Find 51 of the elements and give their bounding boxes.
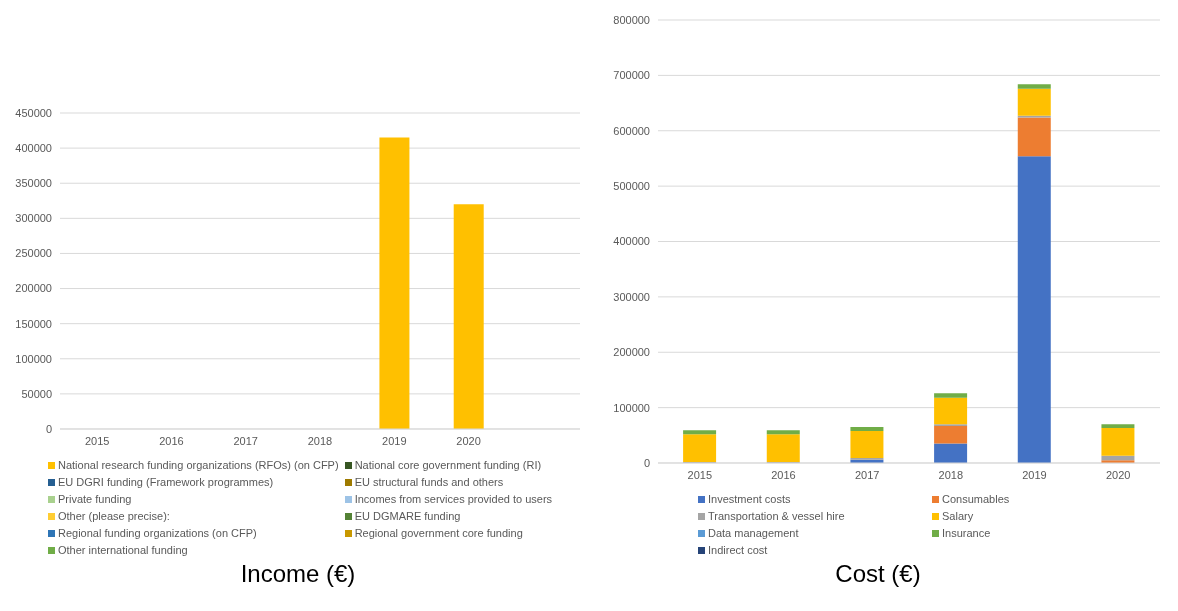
x-tick-label: 2015 [84, 434, 110, 447]
x-tick-label: 2019 [1022, 468, 1047, 481]
text: Income (€) [239, 560, 357, 588]
legend-label: EU structural funds and others [354, 476, 504, 488]
legend-label: National research funding organizations (RFOs) (on CFP) [58, 459, 339, 471]
y-tick-label: 450000 [15, 106, 52, 119]
y-tick-label: 400000 [613, 235, 650, 248]
y-tick-label: 0 [45, 422, 52, 435]
y-tick-label: 500000 [613, 180, 650, 193]
legend-label: EU DGRI funding (Framework programmes) [58, 476, 274, 488]
legend-label: Regional government core funding [354, 527, 523, 539]
legend-label: National core government funding (RI) [354, 459, 542, 471]
x-tick-label: 2018 [938, 468, 964, 481]
x-tick-label: 2015 [687, 468, 713, 481]
legend-label: Private funding [58, 493, 132, 505]
legend-label: Other international funding [58, 544, 188, 556]
y-tick-label: 300000 [613, 290, 650, 303]
x-tick-label: 2018 [307, 434, 333, 447]
x-tick-label: 2017 [854, 468, 880, 481]
text: Cost (€) [834, 560, 922, 588]
y-tick-label: 50000 [21, 387, 52, 400]
y-tick-label: 600000 [613, 124, 650, 137]
legend-label: Other (please precise): [58, 510, 170, 522]
legend-label: EU DGMARE funding [354, 510, 461, 522]
legend-label: Transportation & vessel hire [708, 510, 845, 522]
y-tick-label: 350000 [15, 177, 52, 190]
y-tick-label: 150000 [15, 317, 52, 330]
y-tick-label: 200000 [613, 346, 650, 359]
y-tick-label: 100000 [613, 401, 650, 414]
legend-label: Indirect cost [708, 544, 768, 556]
x-tick-label: 2016 [159, 434, 184, 447]
legend-label: Regional funding organizations (on CFP) [58, 527, 257, 539]
x-tick-label: 2020 [1105, 468, 1131, 481]
y-tick-label: 300000 [15, 212, 52, 225]
y-tick-label: 700000 [613, 69, 650, 82]
y-tick-label: 250000 [15, 247, 52, 260]
y-tick-label: 200000 [15, 282, 52, 295]
x-tick-label: 2016 [771, 468, 796, 481]
x-tick-label: 2020 [456, 434, 481, 447]
x-tick-label: 2017 [233, 434, 258, 447]
x-tick-label: 2019 [382, 434, 407, 447]
y-tick-label: 100000 [15, 352, 52, 365]
legend-label: Investment costs [708, 493, 791, 505]
legend-label: Incomes from services provided to users [354, 493, 553, 505]
legend-label: Consumables [942, 493, 1010, 505]
legend-label: Insurance [942, 527, 991, 539]
legend-label: Salary [942, 510, 974, 522]
y-tick-label: 0 [643, 456, 650, 469]
y-tick-label: 800000 [613, 13, 650, 26]
y-tick-label: 400000 [15, 142, 52, 155]
legend-label: Data management [708, 527, 799, 539]
